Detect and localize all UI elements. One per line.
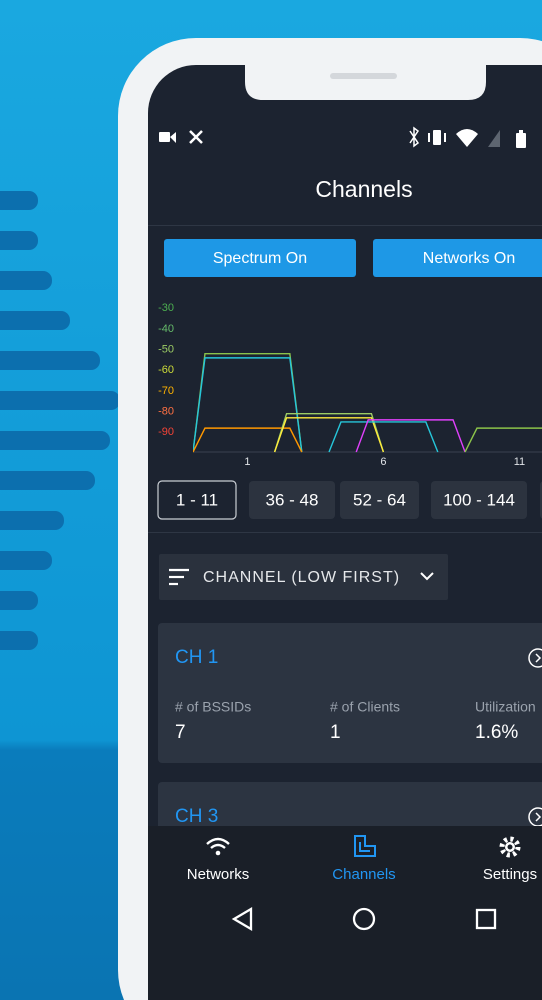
speaker — [330, 73, 397, 79]
card-title: CH 3 — [175, 806, 218, 827]
band-label: 100 - 144 — [443, 490, 515, 509]
y-tick-label: -50 — [158, 344, 174, 356]
sort-label: CHANNEL (LOW FIRST) — [203, 569, 400, 586]
y-tick-label: -90 — [158, 426, 174, 438]
y-tick-label: -80 — [158, 406, 174, 418]
band-tabs: 1 - 11 36 - 48 52 - 64 100 - 144 — [157, 480, 542, 520]
nav-label[interactable]: Channels — [332, 866, 395, 883]
network-curve — [355, 419, 466, 453]
divider — [148, 532, 542, 533]
stat-label: # of Clients — [330, 699, 400, 715]
status-icons — [159, 126, 526, 148]
x-tick-label: 6 — [380, 456, 386, 468]
open-icon-arrow — [535, 653, 542, 663]
nav-labels: Networks Channels Settings — [187, 866, 537, 883]
card-title: CH 1 — [175, 647, 218, 668]
network-curve — [328, 421, 439, 453]
bottom-nav — [148, 826, 542, 1000]
stat-value: 1.6% — [475, 722, 518, 743]
open-icon[interactable] — [528, 648, 542, 668]
phone-screen: Channels Spectrum On Networks On -30-40-… — [148, 65, 542, 1000]
band-tab[interactable] — [249, 481, 335, 519]
plot-area — [193, 353, 542, 453]
band-tab[interactable] — [157, 480, 237, 520]
x-tick-label: 11 — [514, 456, 525, 468]
band-tab[interactable] — [340, 481, 419, 519]
network-curve — [193, 357, 303, 453]
toggle-label: Networks On — [423, 250, 515, 267]
divider — [148, 225, 542, 226]
toggle-label: Spectrum On — [213, 250, 307, 267]
networks-toggle[interactable] — [373, 239, 542, 277]
band-label: 36 - 48 — [266, 490, 319, 509]
nav-label[interactable]: Settings — [483, 866, 537, 883]
screen-title: Channels — [315, 176, 412, 202]
channel-card[interactable] — [158, 623, 542, 763]
y-tick-label: -60 — [158, 364, 174, 376]
stat-label: Utilization — [475, 699, 536, 715]
notch — [245, 65, 486, 100]
stat-label: # of BSSIDs — [175, 699, 251, 715]
sort-icon — [169, 568, 189, 586]
nav-icons — [206, 835, 521, 858]
network-curve — [193, 427, 303, 453]
sort-dropdown[interactable] — [159, 554, 448, 600]
y-tick-label: -40 — [158, 323, 174, 335]
spectrum-toggle[interactable] — [164, 239, 356, 277]
band-label: 52 - 64 — [353, 490, 406, 509]
nav-label[interactable]: Networks — [187, 866, 250, 883]
stat-value: 1 — [330, 722, 341, 743]
network-curve — [273, 417, 385, 453]
network-curve — [464, 427, 542, 453]
y-tick-label: -70 — [158, 385, 174, 397]
system-nav — [231, 906, 497, 932]
open-icon-arrow — [535, 812, 542, 822]
chevron — [420, 572, 434, 581]
band-tab[interactable] — [431, 481, 527, 519]
band-label: 1 - 11 — [176, 490, 218, 509]
decor-bars — [0, 191, 120, 650]
spectrum-chart: -30 -40 -50 -60 -70 -80 -90 1 6 11 — [158, 302, 542, 468]
x-tick-label: 1 — [244, 456, 250, 468]
stat-value: 7 — [175, 722, 186, 743]
y-tick-label: -30 — [158, 302, 174, 314]
